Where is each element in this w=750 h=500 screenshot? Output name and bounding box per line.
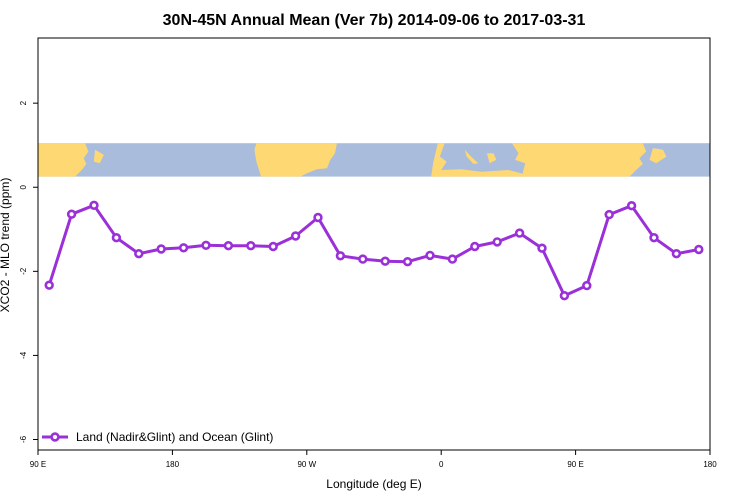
data-point [358,254,368,264]
data-point [425,250,435,261]
map-strip [38,143,710,177]
data-point [268,241,278,252]
data-point [134,249,144,259]
data-point [201,240,211,251]
data-point [492,237,502,247]
x-tick-label: 90 W [297,460,316,469]
data-point [111,233,122,243]
y-axis: 2 0 -2 -4 -6 [19,100,38,443]
data-point [604,209,614,220]
data-point [246,241,256,251]
x-tick-label: 0 [439,460,444,469]
land-north-africa [431,169,529,177]
y-axis-label: XCO2 - MLO trend (ppm) [0,178,12,313]
data-point [89,200,99,211]
data-point [223,241,234,251]
land-asia-west [38,143,89,177]
land-japan-east [649,148,667,164]
chart-title: 30N-45N Annual Mean (Ver 7b) 2014-09-06 … [163,12,586,29]
data-point [537,243,547,253]
land-asia-central [511,143,647,177]
data-point [335,251,346,261]
data-point [313,212,323,223]
plot-frame [37,37,711,451]
map-land [38,143,667,177]
x-tick-label: 90 E [30,460,46,469]
x-tick-label: 180 [166,460,180,469]
x-axis-label: Longitude (deg E) [326,477,421,491]
data-point [156,244,166,254]
land-japan [93,149,104,164]
x-tick-label: 90 E [567,460,583,469]
legend-entry: Land (Nadir&Glint) and Ocean (Glint) [76,430,273,444]
data-point [447,254,458,264]
legend-marker [50,432,60,442]
data-point [514,228,525,238]
data-point [178,243,189,253]
data-point [44,280,54,290]
y-tick-label: 2 [19,100,28,105]
x-tick-label: 180 [703,460,717,469]
land-europe [431,143,447,177]
data-point [649,233,659,243]
y-tick-label: -4 [19,351,28,359]
y-tick-label: -6 [19,435,28,443]
y-tick-label: 0 [19,184,28,189]
data-point [66,209,77,219]
y-tick-label: -2 [19,267,28,275]
legend: Land (Nadir&Glint) and Ocean (Glint) [42,430,273,444]
data-point [290,231,301,241]
series-layer [44,200,704,301]
data-point [470,241,480,252]
data-point [402,257,413,267]
data-point [626,201,637,211]
series-line [47,203,700,298]
land-greece [486,153,497,164]
land-north-america [254,143,337,177]
data-point [582,280,592,291]
data-point [694,244,704,255]
data-point [671,249,682,259]
x-axis: 90 E 180 90 W 0 90 E 180 [30,450,717,469]
data-point [380,256,390,266]
data-point [559,291,570,301]
land-italy [464,149,479,164]
